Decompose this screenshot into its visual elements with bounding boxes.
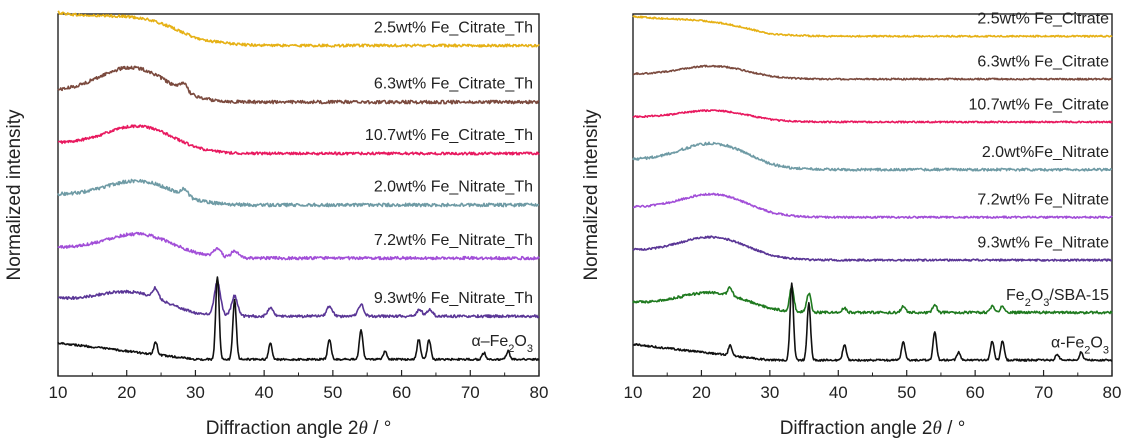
series-line [632,15,1113,38]
x-tick-label: 20 [692,383,711,402]
x-tick-label: 40 [829,383,848,402]
x-tick-label: 20 [117,383,136,402]
series-line [57,10,540,48]
series-line [632,141,1113,172]
x-tick-label: 80 [530,383,549,402]
x-tick-label: 50 [897,383,916,402]
series-line [57,124,540,156]
right-xrd-panel: 10 20 30 40 50 60 70 80 Diffraction angle 2θ / °… [581,11,1121,439]
series-label: 2.5wt% Fe_Citrate [977,11,1109,28]
series-label: α-Fe2O3 [1051,334,1109,356]
x-axis-label-suffix: / ° [942,418,965,439]
x-tick-label: 70 [1034,383,1053,402]
series-line [632,192,1113,219]
series-label: 2.5wt% Fe_Citrate_Th [374,19,533,36]
y-axis-label: Normalized intensity [581,109,602,281]
series-label: 9.3wt% Fe_Nitrate_Th [374,290,533,307]
series-label: 2.0wt% Fe_Nitrate_Th [374,179,533,196]
x-tick-label: 30 [760,383,779,402]
series-line [57,65,540,105]
series-label: 6.3wt% Fe_Citrate_Th [374,76,533,93]
series-line [57,231,540,261]
series-line [57,276,540,362]
series-label: Fe2O3/SBA-15 [1006,287,1109,309]
x-axis-label: Diffraction angle 2θ / ° [780,418,966,439]
series-label: 2.0wt%Fe_Nitrate [982,144,1109,161]
y-axis-label: Normalized intensity [4,109,25,281]
x-tick-label: 70 [461,383,480,402]
x-tick-label: 50 [323,383,342,402]
x-tick-label: 60 [392,383,411,402]
x-tick-label: 40 [255,383,274,402]
series-line [632,64,1113,81]
series-line [632,109,1113,124]
series-label: 6.3wt% Fe_Citrate [977,53,1109,70]
series-line [632,235,1113,262]
x-tick-label: 60 [966,383,985,402]
series-line [57,178,540,208]
x-axis-label-suffix: / ° [368,418,391,439]
series-label: 10.7wt% Fe_Citrate_Th [365,127,533,144]
x-tick-label: 30 [186,383,205,402]
x-tick-label: 10 [624,383,643,402]
x-tick-label: 80 [1103,383,1122,402]
series-label: 10.7wt% Fe_Citrate [968,96,1109,113]
left-xrd-panel: 10 20 30 40 50 60 70 80 Diffraction angle 2θ / °… [4,10,549,439]
x-axis-label-theta: θ [933,418,942,439]
series-label: 9.3wt% Fe_Nitrate [977,234,1109,251]
x-axis-label-theta: θ [359,418,368,439]
series-label: 7.2wt% Fe_Nitrate_Th [374,232,533,249]
x-axis-label: Diffraction angle 2θ / ° [206,418,392,439]
series-label: 7.2wt% Fe_Nitrate [977,192,1109,209]
x-axis-label-prefix: Diffraction angle 2 [206,418,359,439]
series-line [57,280,540,319]
series-line [632,282,1113,362]
series-label: α–Fe2O3 [471,333,533,355]
x-tick-label: 10 [49,383,68,402]
series-line [632,284,1113,315]
x-axis-label-prefix: Diffraction angle 2 [780,418,933,439]
